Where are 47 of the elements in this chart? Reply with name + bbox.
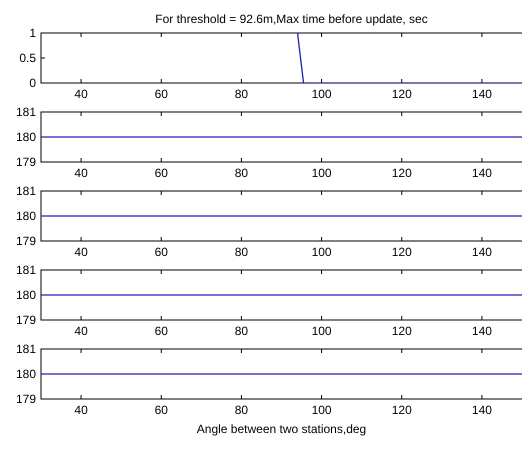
x-tick-label: 140 xyxy=(472,245,492,259)
chart-title: For threshold = 92.6m,Max time before update, sec xyxy=(155,12,428,26)
y-tick-label: 1 xyxy=(29,26,36,40)
y-tick-label: 179 xyxy=(16,234,36,248)
x-tick-label: 80 xyxy=(234,245,248,259)
y-tick-label: 181 xyxy=(16,184,36,198)
x-tick-label: 120 xyxy=(392,166,412,180)
x-tick-label: 120 xyxy=(392,245,412,259)
x-tick-label: 60 xyxy=(154,245,168,259)
y-tick-label: 179 xyxy=(16,392,36,406)
x-tick-label: 120 xyxy=(392,87,412,101)
y-tick-label: 181 xyxy=(16,105,36,119)
x-tick-label: 120 xyxy=(392,324,412,338)
x-tick-label: 60 xyxy=(154,403,168,417)
x-tick-label: 100 xyxy=(312,324,332,338)
x-tick-label: 60 xyxy=(154,87,168,101)
x-tick-label: 80 xyxy=(234,324,248,338)
x-tick-label: 120 xyxy=(392,403,412,417)
x-tick-label: 80 xyxy=(234,87,248,101)
x-tick-label: 60 xyxy=(154,166,168,180)
x-tick-label: 100 xyxy=(312,245,332,259)
y-tick-label: 180 xyxy=(16,209,36,223)
x-axis-title: Angle between two stations,deg xyxy=(196,422,366,436)
x-tick-label: 80 xyxy=(234,403,248,417)
x-tick-label: 140 xyxy=(472,166,492,180)
x-tick-label: 60 xyxy=(154,324,168,338)
x-tick-label: 100 xyxy=(312,166,332,180)
x-tick-label: 140 xyxy=(472,403,492,417)
y-tick-label: 181 xyxy=(16,263,36,277)
y-tick-label: 0.5 xyxy=(19,51,36,65)
y-tick-label: 180 xyxy=(16,367,36,381)
x-tick-label: 40 xyxy=(74,403,88,417)
x-tick-label: 40 xyxy=(74,245,88,259)
y-tick-label: 179 xyxy=(16,155,36,169)
x-tick-label: 100 xyxy=(312,87,332,101)
x-tick-label: 40 xyxy=(74,87,88,101)
y-tick-label: 180 xyxy=(16,288,36,302)
y-tick-label: 180 xyxy=(16,130,36,144)
y-tick-label: 181 xyxy=(16,342,36,356)
x-tick-label: 40 xyxy=(74,324,88,338)
y-tick-label: 179 xyxy=(16,313,36,327)
x-tick-label: 40 xyxy=(74,166,88,180)
x-tick-label: 100 xyxy=(312,403,332,417)
x-tick-label: 80 xyxy=(234,166,248,180)
x-tick-label: 140 xyxy=(472,87,492,101)
y-tick-label: 0 xyxy=(29,76,36,90)
x-tick-label: 140 xyxy=(472,324,492,338)
